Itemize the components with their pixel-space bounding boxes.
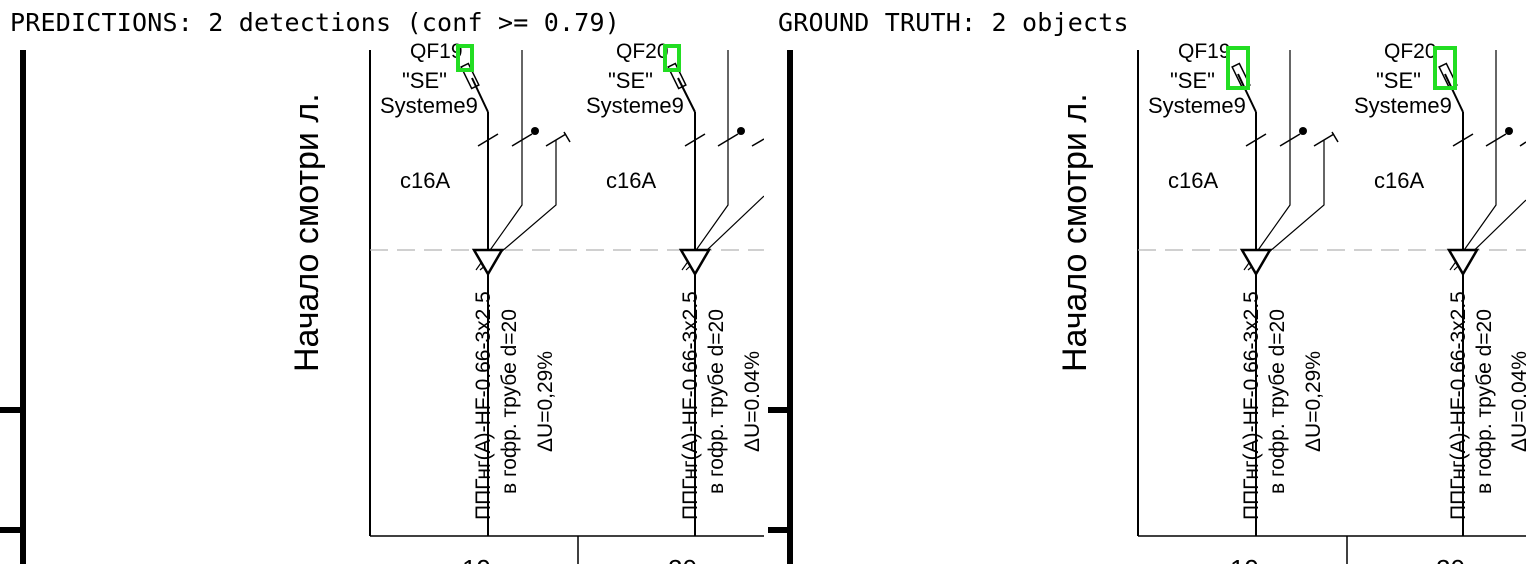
phase-tick	[477, 133, 499, 147]
circuit-1: QF19 "SE" Systeme9 c16A ППГнг(А)-HF-0.66…	[380, 40, 571, 564]
line-number: 20	[1436, 554, 1465, 564]
voltage-drop: ΔU=0.04%	[741, 351, 764, 452]
phase-tick	[1331, 131, 1339, 143]
ground-truth-panel: Начало смотри л. QF19 "SE" Systeme9 c16A…	[764, 0, 1526, 564]
breaker-contact	[1237, 73, 1257, 113]
breaker-brand: "SE"	[1170, 68, 1215, 93]
ground-truth-box	[1226, 46, 1250, 90]
voltage-drop: ΔU=0,29%	[1302, 351, 1325, 452]
detection-box	[456, 44, 474, 72]
phase-tick	[1519, 141, 1526, 147]
cable-terminal-triangle	[678, 248, 712, 277]
breaker-series: Systeme9	[1148, 93, 1246, 118]
circuit-2: QF20 "SE" Systeme9 c16A ППГнг(А)-HF-0.66…	[1354, 40, 1526, 564]
circuit-1: QF19 "SE" Systeme9 c16A ППГнг(А)-HF-0.66…	[1148, 40, 1339, 564]
cable-spec: ППГнг(А)-HF-0.66-3х2.5	[1240, 291, 1263, 520]
detection-box	[663, 44, 681, 72]
ground-truth-box	[1433, 46, 1457, 90]
line-number: 20	[668, 554, 697, 564]
ground-truth-drawing: Начало смотри л. QF19 "SE" Systeme9 c16A…	[768, 40, 1526, 564]
branch-wire	[475, 50, 523, 271]
breaker-contact	[471, 77, 489, 113]
breaker-element	[460, 62, 480, 90]
phase-tick	[684, 133, 706, 147]
junction-dot	[1299, 127, 1307, 135]
branch-wire	[681, 50, 729, 271]
junction-dot	[1505, 127, 1513, 135]
breaker-rating: c16A	[1374, 168, 1424, 193]
breaker-element	[667, 62, 687, 90]
predictions-title: PREDICTIONS: 2 detections (conf >= 0.79)	[10, 8, 621, 37]
breaker-brand: "SE"	[402, 68, 447, 93]
junction-dot	[737, 127, 745, 135]
cable-spec: ППГнг(А)-HF-0.66-3х2.5	[472, 291, 495, 520]
breaker-series: Systeme9	[1354, 93, 1452, 118]
line-number: 19	[462, 554, 491, 564]
phase-tick	[751, 138, 764, 147]
cable-terminal-triangle	[471, 248, 505, 277]
conduit-spec: в гофр. трубе d=20	[498, 309, 521, 494]
voltage-drop: ΔU=0,29%	[534, 351, 557, 452]
breaker-contact	[677, 77, 696, 113]
start-note: Начало смотри л.	[288, 93, 326, 372]
ground-truth-title: GROUND TRUTH: 2 objects	[778, 8, 1129, 37]
branch-wire	[1449, 50, 1497, 271]
cable-spec: ППГнг(А)-HF-0.66-3х2.5	[679, 291, 702, 520]
branch-wire	[479, 140, 557, 271]
phase-tick	[1452, 133, 1474, 147]
breaker-label: QF20	[1384, 40, 1437, 63]
start-note: Начало смотри л.	[1056, 93, 1094, 372]
predictions-drawing: Начало смотри л. QF19 "SE" Systeme9 c16A	[0, 40, 764, 564]
breaker-series: Systeme9	[380, 93, 478, 118]
branch-wire	[1243, 50, 1291, 271]
conduit-spec: в гофр. трубе d=20	[1473, 309, 1496, 494]
phase-tick	[563, 131, 571, 143]
predictions-panel: Начало смотри л. QF19 "SE" Systeme9 c16A	[0, 8, 764, 564]
breaker-contact	[1444, 73, 1464, 113]
breaker-label: QF20	[616, 40, 669, 63]
breaker-rating: c16A	[606, 168, 656, 193]
conduit-spec: в гофр. трубе d=20	[1266, 309, 1289, 494]
breaker-rating: c16A	[1168, 168, 1218, 193]
breaker-series: Systeme9	[586, 93, 684, 118]
junction-dot	[531, 127, 539, 135]
conduit-spec: в гофр. трубе d=20	[705, 309, 728, 494]
cable-terminal-triangle	[1239, 248, 1273, 277]
breaker-brand: "SE"	[608, 68, 653, 93]
line-number: 19	[1230, 554, 1259, 564]
cable-spec: ППГнг(А)-HF-0.66-3х2.5	[1447, 291, 1470, 520]
breaker-brand: "SE"	[1376, 68, 1421, 93]
breaker-label: QF19	[1178, 40, 1231, 63]
cable-terminal-triangle	[1446, 248, 1480, 277]
voltage-drop: ΔU=0.04%	[1508, 351, 1526, 452]
breaker-label: QF19	[410, 40, 463, 63]
phase-tick	[1245, 133, 1267, 147]
breaker-rating: c16A	[400, 168, 450, 193]
branch-wire	[1247, 140, 1325, 271]
circuit-2: QF20 "SE" Systeme9 c16A ППГнг(А)-HF-0.66…	[586, 40, 764, 564]
